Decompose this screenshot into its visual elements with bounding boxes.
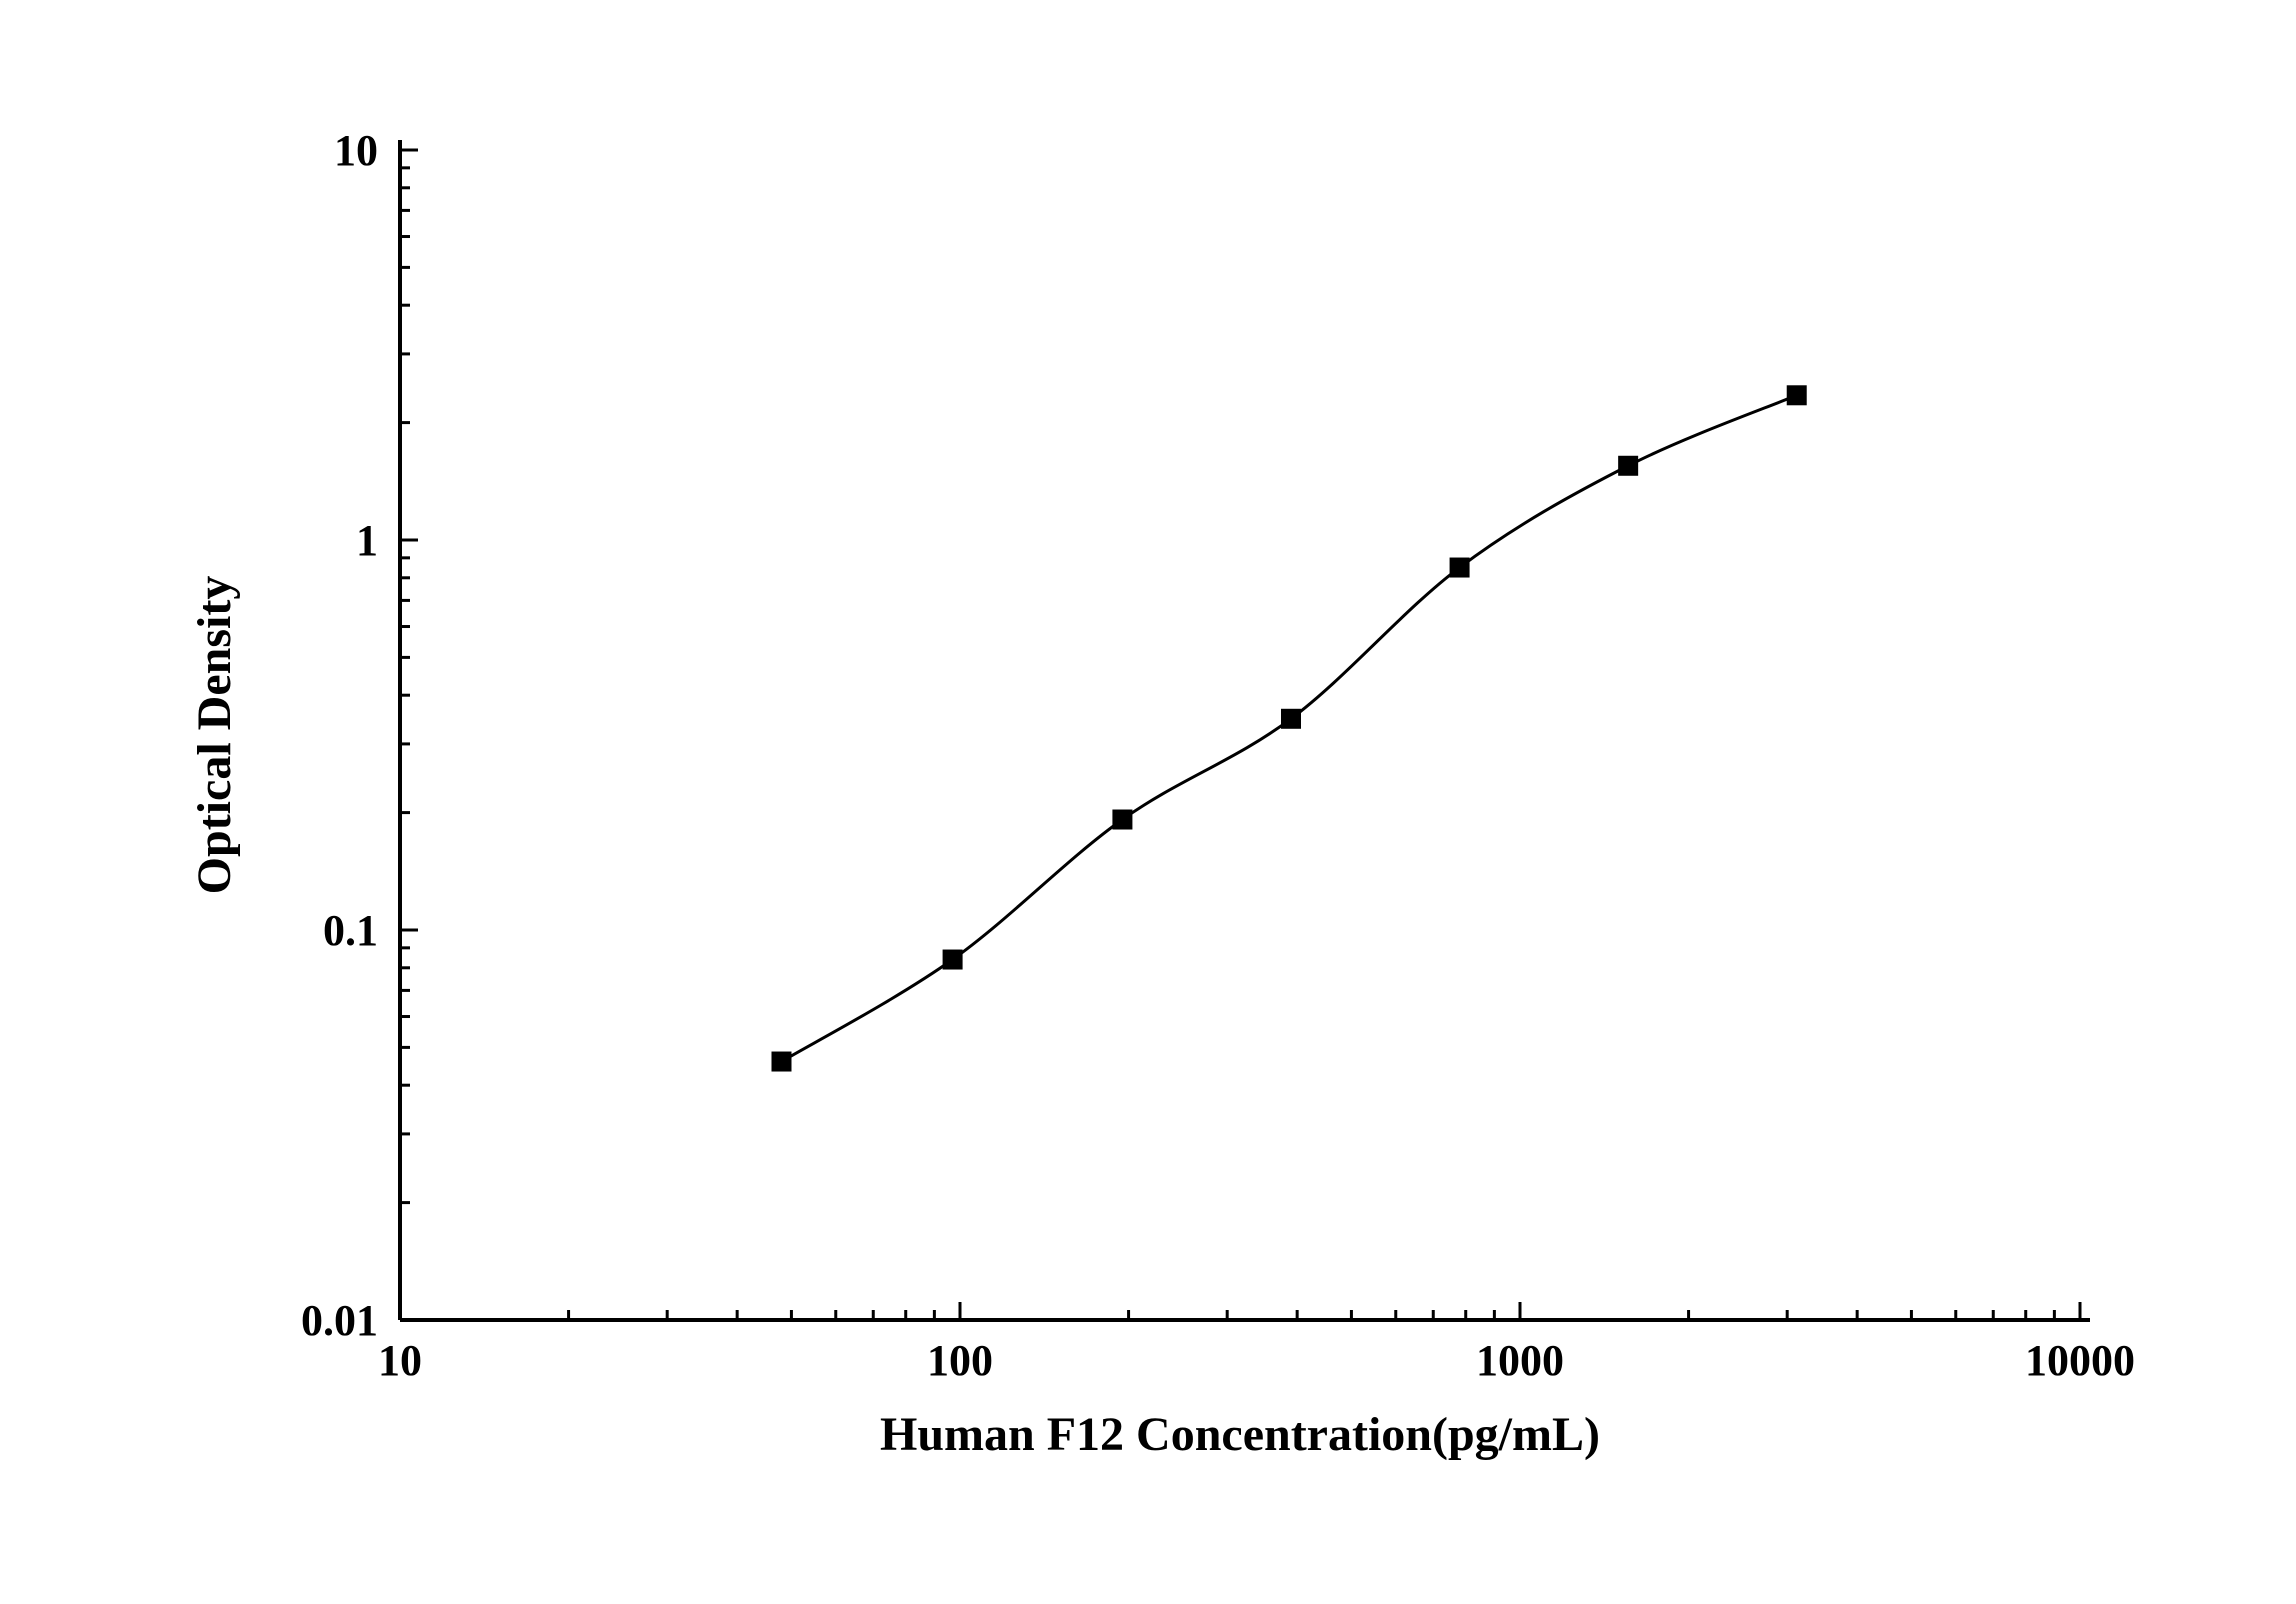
x-axis-label: Human F12 Concentration(pg/mL) [880,1408,1600,1461]
y-axis-label: Optical Density [188,576,241,895]
y-tick-label: 0.01 [301,1296,378,1345]
data-marker [1618,456,1638,476]
data-marker [1787,385,1807,405]
chart-svg: 10 100 1000 10000 0.01 0.1 1 10 Human F12 Concen… [80,60,2210,1540]
x-tick-label: 100 [927,1336,993,1385]
data-marker [1450,558,1470,578]
y-tick-label: 10 [334,126,378,175]
y-tick-label: 0.1 [323,906,378,955]
data-marker [1112,810,1132,830]
data-marker [1281,709,1301,729]
y-tick-label: 1 [356,516,378,565]
x-tick-label: 10 [378,1336,422,1385]
data-marker [771,1052,791,1072]
x-tick-label: 10000 [2025,1336,2135,1385]
x-tick-label: 1000 [1476,1336,1564,1385]
data-marker [943,950,963,970]
chart-container: 10 100 1000 10000 0.01 0.1 1 10 Human F12 Concen… [80,60,2210,1540]
